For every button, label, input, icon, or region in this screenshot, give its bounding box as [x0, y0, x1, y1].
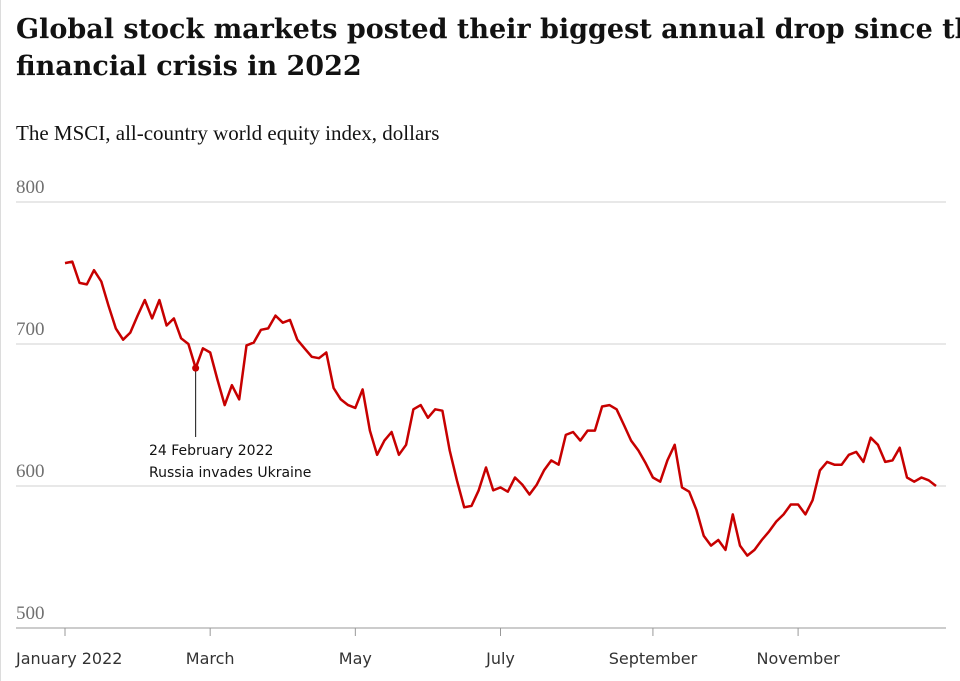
- y-tick-label: 800: [16, 177, 45, 198]
- x-tick-label: January 2022: [15, 649, 122, 668]
- title-line: financial crisis in 2022: [16, 51, 362, 82]
- y-tick-label: 600: [16, 461, 45, 482]
- x-tick-label: July: [485, 649, 515, 668]
- annotation-title: 24 February 2022: [149, 443, 273, 459]
- chart-subtitle: The MSCI, all-country world equity index…: [16, 121, 439, 145]
- y-tick-label: 500: [16, 603, 45, 624]
- x-tick-label: May: [339, 649, 372, 668]
- x-tick-label: September: [609, 649, 698, 668]
- line: [64, 260, 937, 557]
- chart-title: Global stock markets posted their bigges…: [16, 14, 960, 82]
- y-tick-label: 700: [16, 319, 45, 340]
- x-tick-label: November: [756, 649, 840, 668]
- x-tick-label: March: [186, 649, 235, 668]
- title-line: Global stock markets posted their bigges…: [16, 14, 960, 45]
- annotation-dot: [192, 364, 200, 372]
- annotation-text: Russia invades Ukraine: [149, 465, 311, 481]
